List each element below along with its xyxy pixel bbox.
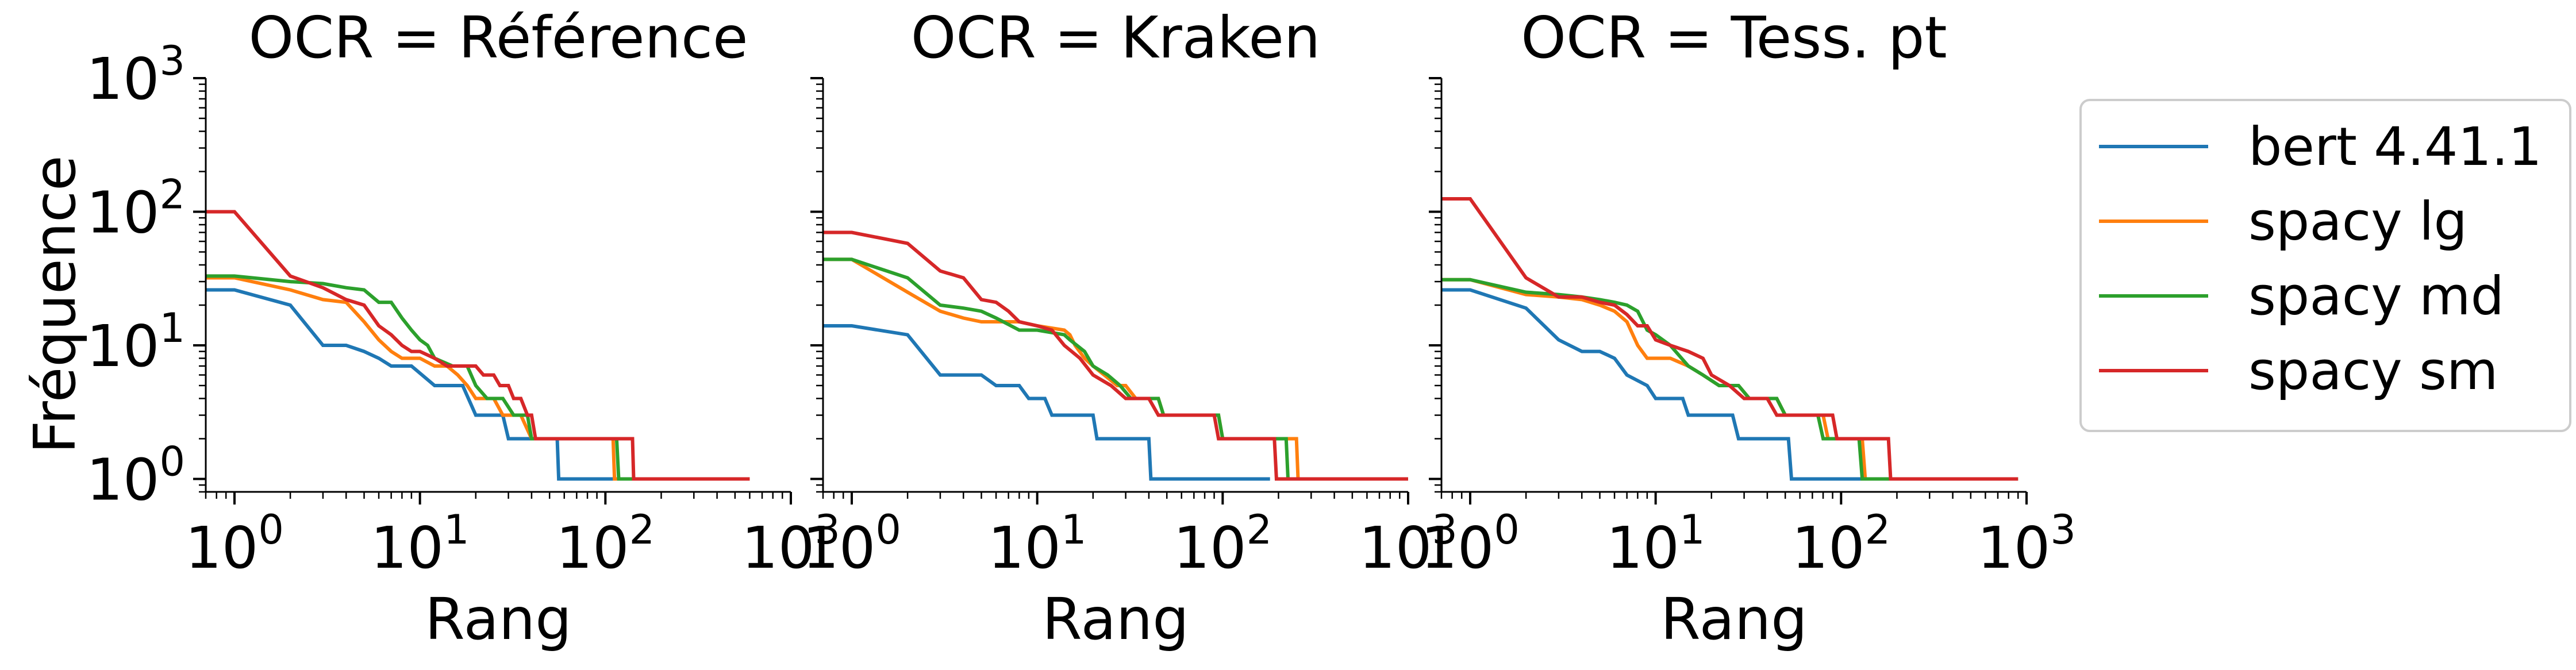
series-line-bert-4-41-1 xyxy=(206,288,620,481)
x-tick-label: 103 xyxy=(741,506,840,582)
series-line-spacy-sm xyxy=(206,210,750,481)
panel-title: OCR = Kraken xyxy=(911,4,1321,71)
y-tick-label: 101 xyxy=(86,305,185,380)
x-tick-label: 102 xyxy=(556,506,655,582)
x-tick-label: 102 xyxy=(1173,506,1272,582)
x-axis-label: Rang xyxy=(425,586,571,653)
y-tick-label: 102 xyxy=(86,171,185,246)
legend-entry: spacy sm xyxy=(2099,340,2498,402)
legend-entry: spacy md xyxy=(2099,265,2504,327)
legend-label: spacy md xyxy=(2248,265,2504,327)
series-line-spacy-sm xyxy=(823,230,1408,481)
legend-label: spacy sm xyxy=(2248,340,2498,402)
x-tick-label: 100 xyxy=(1421,506,1520,582)
y-tick-label: 103 xyxy=(86,37,185,113)
x-tick-label: 103 xyxy=(1977,506,2076,582)
panel-title: OCR = Référence xyxy=(249,4,748,71)
y-tick-label: 100 xyxy=(86,438,185,513)
x-tick-label: 101 xyxy=(1606,506,1705,582)
x-tick-label: 101 xyxy=(371,506,470,582)
series-line-bert-4-41-1 xyxy=(1441,288,1868,481)
x-tick-label: 100 xyxy=(185,506,284,582)
y-axis-label: Fréquence xyxy=(21,156,89,454)
legend: bert 4.41.1 spacy lg spacy md spacy sm xyxy=(2079,99,2571,432)
series-line-spacy-sm xyxy=(1441,197,2018,481)
panel-2: OCR = Kraken 100 101 102 103 Rang xyxy=(802,4,1458,653)
panel-title: OCR = Tess. pt xyxy=(1521,4,1947,71)
series-line-spacy-lg xyxy=(206,276,750,481)
x-axis-label: Rang xyxy=(1042,586,1189,653)
x-axis-label: Rang xyxy=(1660,586,1807,653)
series-line-bert-4-41-1 xyxy=(823,324,1270,481)
panel-3: OCR = Tess. pt 100 101 102 103 Rang xyxy=(1421,4,2076,653)
legend-entry: bert 4.41.1 xyxy=(2099,116,2542,178)
series-line-spacy-lg xyxy=(823,257,1408,481)
legend-label: spacy lg xyxy=(2248,191,2467,252)
x-tick-label: 101 xyxy=(988,506,1087,582)
series-line-spacy-md xyxy=(206,274,743,481)
x-tick-label: 103 xyxy=(1359,506,1458,582)
series-line-spacy-md xyxy=(823,257,1408,481)
legend-label: bert 4.41.1 xyxy=(2248,116,2542,178)
x-tick-label: 102 xyxy=(1791,506,1890,582)
panel-1: OCR = Référence 100 101 102 103 100 101 102 103 R… xyxy=(86,4,840,653)
legend-entry: spacy lg xyxy=(2099,191,2467,252)
x-tick-label: 100 xyxy=(802,506,901,582)
legend-box xyxy=(2079,99,2571,432)
